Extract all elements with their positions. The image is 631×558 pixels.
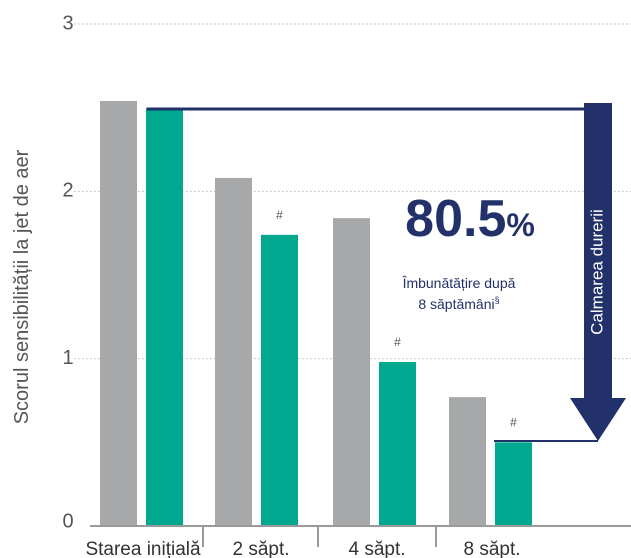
bar-grey-2 [215, 177, 252, 527]
x-axis-ticks [202, 526, 437, 547]
significance-mark: # [394, 335, 401, 349]
bar-grey-4 [449, 397, 486, 526]
significance-mark: # [510, 415, 517, 429]
footnote-mark: § [495, 295, 500, 305]
y-tick-labels: 0 1 2 3 [62, 12, 73, 532]
category-labels: Starea inițială 2 săpt. 4 săpt. 8 săpt. [85, 539, 520, 558]
category-label: 2 săpt. [232, 539, 289, 558]
bar-grey-3 [333, 218, 370, 526]
bars [100, 100, 532, 527]
bar-green-2 [261, 234, 298, 526]
category-label: Starea inițială [85, 539, 201, 558]
significance-mark: # [276, 208, 283, 222]
bar-grey-1 [100, 100, 137, 527]
category-label: 8 săpt. [463, 539, 520, 558]
improvement-text-line2: 8 săptămâni§ [418, 295, 499, 312]
y-tick-label: 3 [62, 12, 73, 34]
significance-marks: # # # [276, 208, 517, 429]
bar-green-1 [146, 107, 183, 527]
pain-relief-arrow [570, 103, 626, 441]
improvement-percent: 80.5% [405, 190, 535, 248]
bar-green-3 [379, 362, 416, 526]
arrow-label: Calmarea durerii [587, 209, 606, 335]
callout: Calmarea durerii 80.5% Îmbunătățire după… [147, 103, 626, 442]
y-axis-label: Scorul sensibilității la jet de aer [11, 149, 33, 424]
y-tick-label: 1 [62, 347, 73, 369]
improvement-text-line1: Îmbunătățire după [402, 275, 516, 291]
percent-value: 80.5 [405, 190, 506, 248]
percent-sign: % [506, 207, 534, 243]
category-label: 4 săpt. [348, 539, 405, 558]
improvement-text-line2-main: 8 săptămâni [418, 296, 494, 312]
y-tick-label: 2 [62, 180, 73, 202]
y-tick-label: 0 [62, 510, 73, 532]
bar-green-4 [495, 442, 532, 526]
